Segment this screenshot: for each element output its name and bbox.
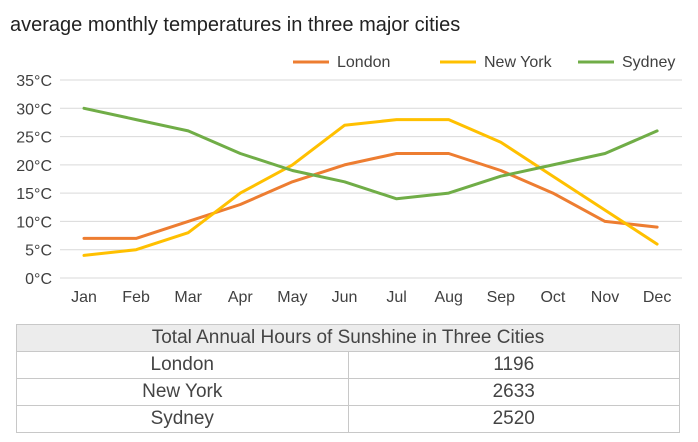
series-line-new-york xyxy=(82,118,659,257)
table-cell-city: London xyxy=(16,351,349,379)
sunshine-table: Total Annual Hours of Sunshine in Three … xyxy=(16,324,680,433)
series-lines xyxy=(82,106,659,257)
y-tick-label: 25°C xyxy=(16,130,52,147)
x-tick-label: Jun xyxy=(332,289,358,306)
x-tick-label: Oct xyxy=(540,289,565,306)
x-tick-label: Feb xyxy=(122,289,150,306)
x-tick-label: Jul xyxy=(386,289,406,306)
x-tick-label: May xyxy=(277,289,307,306)
table-header-row: Total Annual Hours of Sunshine in Three … xyxy=(16,324,680,352)
x-tick-label: Aug xyxy=(434,289,462,306)
y-tick-label: 15°C xyxy=(16,186,52,203)
grid-lines xyxy=(60,79,682,279)
table-cell-city: Sydney xyxy=(16,405,349,433)
x-tick-label: Sep xyxy=(487,289,516,306)
x-tick-label: Dec xyxy=(643,289,671,306)
y-axis-ticks: 0°C 5°C 10°C 15°C 20°C 25°C 30°C 35°C xyxy=(16,73,52,288)
x-tick-label: Nov xyxy=(591,289,619,306)
x-axis-ticks: Jan Feb Mar Apr May Jun Jul Aug Sep Oct Nov Dec xyxy=(71,289,671,306)
y-tick-label: 30°C xyxy=(16,101,52,118)
chart-title: average monthly temperatures in three ma… xyxy=(10,14,461,36)
series-line-london xyxy=(82,152,659,240)
x-tick-label: Jan xyxy=(71,289,97,306)
y-tick-label: 0°C xyxy=(25,271,52,288)
line-chart: 0°C 5°C 10°C 15°C 20°C 25°C 30°C 35°C Jan Feb Mar… xyxy=(16,54,682,306)
x-tick-label: Mar xyxy=(174,289,202,306)
y-tick-label: 35°C xyxy=(16,73,52,90)
table-row: New York 2633 xyxy=(16,378,680,406)
table-row: London 1196 xyxy=(16,351,680,379)
table-cell-hours: 2520 xyxy=(347,405,680,433)
series-line-sydney xyxy=(82,106,659,201)
x-tick-label: Apr xyxy=(228,289,254,306)
y-tick-label: 20°C xyxy=(16,158,52,175)
table-cell-hours: 2633 xyxy=(347,378,680,406)
legend-label: London xyxy=(337,54,390,71)
legend: London New York Sydney xyxy=(293,54,675,71)
table-cell-hours: 1196 xyxy=(347,351,680,379)
table-title: Total Annual Hours of Sunshine in Three … xyxy=(16,324,680,352)
legend-label: Sydney xyxy=(622,54,675,71)
table-row: Sydney 2520 xyxy=(16,405,680,433)
y-tick-label: 10°C xyxy=(16,214,52,231)
table-cell-city: New York xyxy=(16,378,349,406)
legend-label: New York xyxy=(484,54,553,71)
y-tick-label: 5°C xyxy=(25,243,52,260)
